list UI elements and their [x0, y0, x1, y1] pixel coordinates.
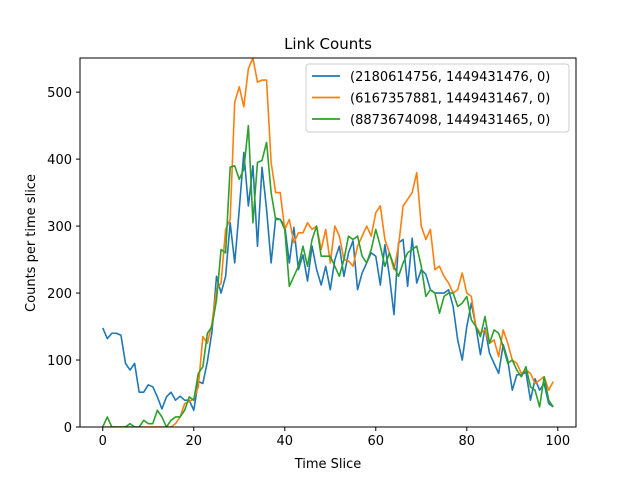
- y-axis-label: Counts per time slice: [24, 174, 39, 312]
- legend-label-1: (2180614756, 1449431476, 0): [350, 70, 550, 85]
- x-tick-label: 60: [368, 434, 385, 449]
- x-tick-label: 0: [99, 434, 107, 449]
- plot-lines: [102, 58, 554, 427]
- x-tick-label: 40: [276, 434, 293, 449]
- y-axis-ticks: 0 100 200 300 400 500: [47, 86, 80, 436]
- series-line-1: [102, 151, 554, 412]
- x-axis-ticks: 0 20 40 60 80 100: [99, 427, 570, 449]
- series-line-3: [102, 124, 554, 427]
- y-tick-label: 100: [47, 354, 72, 369]
- legend-label-3: (8873674098, 1449431465, 0): [350, 113, 550, 128]
- y-tick-label: 300: [47, 220, 72, 235]
- legend: (2180614756, 1449431476, 0) (6167357881, …: [305, 63, 570, 133]
- x-tick-label: 100: [545, 434, 570, 449]
- y-tick-label: 0: [64, 421, 72, 436]
- x-tick-label: 80: [459, 434, 476, 449]
- plot-frame: [79, 57, 577, 428]
- x-axis-label: Time Slice: [294, 457, 362, 472]
- y-tick-label: 200: [47, 287, 72, 302]
- chart-title: Link Counts: [284, 35, 372, 53]
- x-tick-label: 20: [185, 434, 202, 449]
- legend-label-2: (6167357881, 1449431467, 0): [350, 92, 550, 107]
- legend-box: [305, 63, 570, 133]
- y-tick-label: 500: [47, 86, 72, 101]
- y-tick-label: 400: [47, 153, 72, 168]
